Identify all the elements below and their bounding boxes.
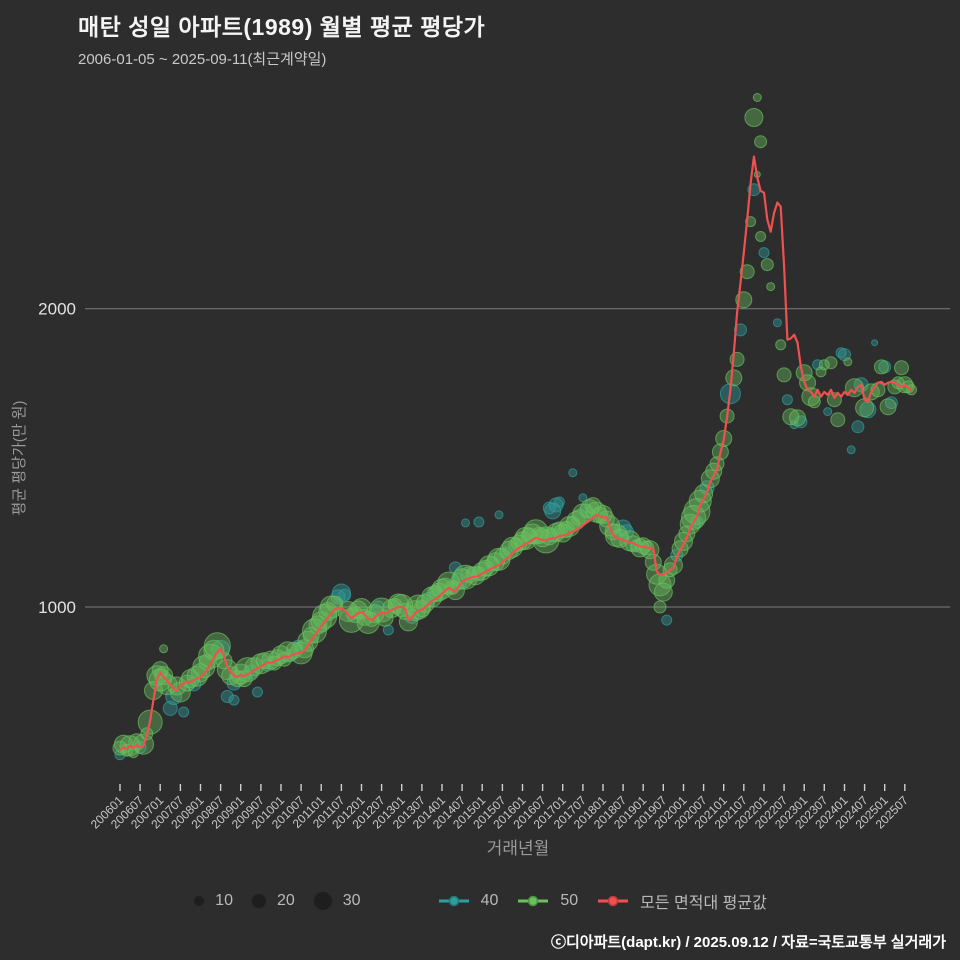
bubble-40 bbox=[758, 247, 770, 259]
bubble-40 bbox=[794, 415, 808, 429]
bubble-40 bbox=[884, 396, 898, 410]
bubble-40 bbox=[851, 420, 865, 434]
bubble-40 bbox=[871, 339, 879, 347]
bubble-50 bbox=[755, 231, 767, 242]
bubble-50 bbox=[191, 663, 210, 683]
bubble-50 bbox=[760, 258, 774, 272]
legend-size-10-label: 10 bbox=[215, 892, 233, 909]
chart-legend: 10 20 30 40 50 모든 면적대 평균값 bbox=[0, 889, 960, 913]
bubble-50 bbox=[653, 600, 667, 614]
bubble-40 bbox=[578, 493, 588, 503]
bubble-40 bbox=[382, 624, 394, 636]
legend-series-50-label: 50 bbox=[560, 892, 579, 909]
bubble-40 bbox=[371, 600, 385, 614]
bubble-size-30-icon bbox=[312, 891, 333, 911]
bubble-50 bbox=[826, 392, 842, 408]
chart-subtitle: 2006-01-05 ~ 2025-09-11(최근계약일) bbox=[78, 51, 327, 68]
bubble-50 bbox=[879, 398, 897, 416]
bubble-50 bbox=[766, 282, 776, 292]
average-price-line bbox=[118, 155, 913, 752]
series-50-marker-icon bbox=[518, 895, 549, 907]
bubble-40 bbox=[553, 496, 565, 508]
bubble-40 bbox=[461, 518, 470, 528]
bubble-40 bbox=[178, 706, 190, 718]
bubble-50 bbox=[725, 369, 743, 387]
y-tick-label: 2000 bbox=[38, 300, 76, 319]
page-title: 매탄 성일 아파트(1989) 월별 평균 평당가 bbox=[78, 14, 486, 40]
bubble-50 bbox=[830, 412, 846, 428]
bubble-size-10-icon bbox=[193, 895, 206, 907]
bubble-50 bbox=[653, 582, 673, 602]
bubble-50 bbox=[752, 93, 762, 102]
bubble-50 bbox=[775, 339, 787, 351]
bubble-40 bbox=[473, 516, 485, 528]
legend-series-average[interactable]: 모든 면적대 평균값 bbox=[596, 889, 767, 913]
bubble-50 bbox=[855, 398, 875, 418]
bubble-40 bbox=[220, 690, 234, 703]
bubble-50 bbox=[169, 681, 191, 703]
legend-series-average-label: 모든 면적대 평균값 bbox=[640, 895, 767, 912]
legend-size-10[interactable]: 10 bbox=[193, 892, 233, 910]
bubble-50 bbox=[782, 408, 800, 426]
x-axis-title: 거래년월 bbox=[487, 839, 550, 858]
bubble-40 bbox=[494, 510, 504, 520]
bubble-50 bbox=[499, 540, 519, 560]
bubble-40 bbox=[823, 407, 833, 417]
credit-footer: ⓒ디아파트(dapt.kr) / 2025.09.12 / 자료=국토교통부 실… bbox=[550, 934, 946, 951]
bubble-50 bbox=[776, 367, 792, 383]
bubble-40 bbox=[568, 468, 578, 478]
series-40-marker-icon bbox=[438, 895, 469, 907]
bubble-50 bbox=[789, 409, 806, 427]
chart-header: 매탄 성일 아파트(1989) 월별 평균 평당가 2006-01-05 ~ 2… bbox=[78, 8, 485, 69]
bubble-50 bbox=[754, 135, 768, 149]
bubble-50 bbox=[843, 357, 853, 367]
bubble-50 bbox=[873, 359, 889, 375]
bubble-40 bbox=[772, 318, 782, 328]
legend-series-50[interactable]: 50 bbox=[516, 892, 578, 910]
bubble-50 bbox=[894, 360, 909, 376]
bubble-50 bbox=[376, 609, 394, 627]
bubble-40 bbox=[781, 394, 793, 406]
bubble-50 bbox=[744, 108, 764, 127]
legend-size-30-label: 30 bbox=[342, 892, 361, 909]
bubble-40 bbox=[661, 614, 673, 626]
bubble-40 bbox=[252, 686, 263, 698]
bubble-50 bbox=[255, 652, 273, 670]
bubble-40 bbox=[338, 588, 352, 602]
bubble-40 bbox=[228, 694, 240, 706]
legend-series-40-label: 40 bbox=[480, 892, 499, 909]
series-average-marker-icon bbox=[598, 895, 629, 907]
bubble-50 bbox=[739, 264, 755, 280]
bubble-40 bbox=[734, 323, 747, 337]
y-axis-title: 평균 평당가(만 원) bbox=[11, 401, 28, 516]
bubble-50 bbox=[429, 582, 449, 602]
bubble-50 bbox=[244, 657, 264, 677]
bubble-50 bbox=[824, 356, 838, 370]
y-tick-label: 1000 bbox=[38, 598, 76, 617]
legend-size-20[interactable]: 20 bbox=[250, 892, 295, 910]
bubble-50 bbox=[159, 644, 169, 654]
bubble-40 bbox=[846, 445, 856, 455]
legend-series-40[interactable]: 40 bbox=[437, 892, 499, 910]
legend-size-30[interactable]: 30 bbox=[312, 891, 361, 911]
legend-size-20-label: 20 bbox=[276, 892, 295, 909]
bubble-size-20-icon bbox=[250, 893, 267, 909]
